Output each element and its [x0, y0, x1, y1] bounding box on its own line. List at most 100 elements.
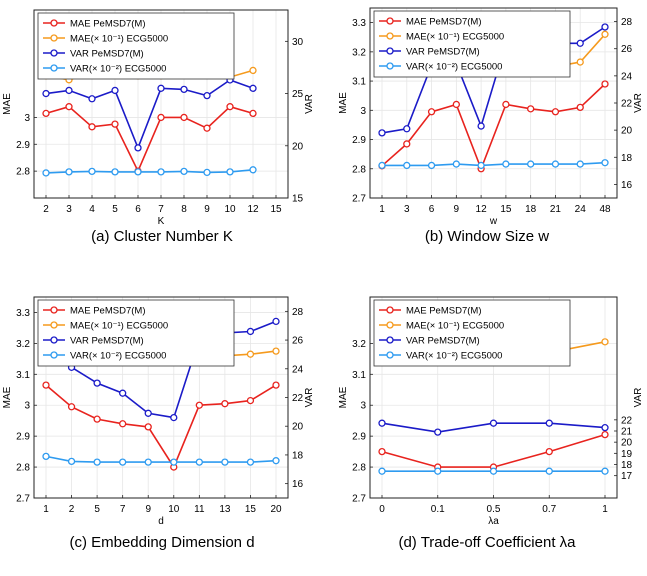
data-point — [88, 123, 96, 131]
y-left-tick-label: 2.9 — [352, 432, 366, 443]
x-tick-label: 12 — [247, 204, 259, 215]
y-right-tick-label: 16 — [621, 180, 633, 191]
series-line — [45, 384, 277, 469]
y-right-tick-label: 20 — [621, 438, 633, 449]
data-point — [434, 467, 442, 475]
data-point — [203, 124, 211, 132]
x-tick-label: 1 — [379, 204, 385, 215]
x-tick-label: 8 — [181, 204, 187, 215]
data-point — [119, 389, 127, 397]
data-point — [489, 419, 498, 427]
caption: (b) Window Size w — [425, 228, 549, 245]
y-left-axis-label: MAE — [2, 386, 13, 408]
legend-swatch-marker — [386, 306, 394, 314]
data-point — [67, 457, 76, 466]
x-tick-label: 3 — [404, 204, 410, 215]
data-point — [203, 91, 211, 100]
y-left-tick-label: 2.7 — [352, 494, 366, 505]
data-point — [545, 447, 553, 456]
x-tick-label: 18 — [525, 204, 537, 215]
y-right-tick-label: 28 — [621, 17, 633, 28]
legend-entry: VAR PeMSD7(M) — [70, 49, 144, 60]
caption: (d) Trade-off Coefficient λa — [398, 534, 576, 551]
data-point — [65, 103, 73, 111]
legend-swatch-marker — [50, 49, 58, 57]
data-point — [249, 66, 257, 75]
x-tick-label: 6 — [429, 204, 435, 215]
series-1 — [378, 80, 609, 173]
y-right-tick-label: 26 — [292, 336, 304, 347]
data-point — [226, 168, 234, 176]
data-point — [378, 161, 386, 170]
data-point — [403, 125, 411, 133]
data-point — [246, 327, 255, 336]
legend-swatch-marker — [386, 351, 394, 359]
y-right-tick-label: 15 — [292, 194, 304, 205]
series-4 — [42, 166, 257, 177]
x-tick-label: 1 — [602, 504, 608, 515]
y-left-tick-label: 3.2 — [16, 339, 30, 350]
legend-swatch-marker — [50, 336, 58, 344]
data-point — [144, 458, 152, 466]
data-point — [93, 379, 101, 387]
y-left-tick-label: 3 — [24, 401, 30, 412]
data-point — [434, 428, 442, 436]
x-tick-label: 0 — [379, 504, 385, 515]
x-tick-label: 12 — [476, 204, 488, 215]
data-point — [42, 109, 50, 118]
legend-entry: MAE PeMSD7(M) — [70, 19, 145, 30]
data-point — [477, 161, 485, 170]
x-tick-label: 4 — [89, 204, 95, 215]
y-left-tick-label: 2.8 — [16, 463, 30, 474]
y-right-tick-label: 20 — [292, 422, 304, 433]
data-point — [195, 458, 203, 466]
data-point — [272, 381, 280, 389]
x-axis-label: d — [158, 516, 164, 527]
legend-entry: VAR PeMSD7(M) — [70, 336, 144, 347]
legend-entry: MAE(× 10⁻¹) ECG5000 — [70, 34, 168, 45]
y-left-tick-label: 2.9 — [16, 140, 30, 151]
legend-swatch-marker — [50, 321, 58, 329]
chart-panel-b: 1 3 6 9 12 15 18 21 24 48 w 2.7 2.8 2.9 3 3.1 3.2 3.3 16 18… — [338, 7, 644, 245]
data-point — [144, 423, 152, 431]
x-tick-label: 6 — [135, 204, 141, 215]
data-point — [65, 168, 73, 176]
data-point — [157, 84, 165, 92]
data-point — [93, 458, 101, 466]
y-left-tick-label: 3 — [360, 401, 366, 412]
x-tick-label: 10 — [224, 204, 236, 215]
data-point — [111, 120, 119, 128]
legend: MAE PeMSD7(M) MAE(× 10⁻¹) ECG5000 VAR PeMS… — [373, 299, 571, 367]
y-right-axis-label: VAR — [304, 94, 315, 114]
legend-entry: VAR(× 10⁻²) ECG5000 — [70, 351, 166, 362]
x-tick-label: 20 — [270, 504, 282, 515]
series-1 — [42, 103, 257, 175]
y-right-axis-label: VAR — [633, 93, 644, 113]
y-left-tick-label: 3 — [360, 106, 366, 117]
data-point — [378, 419, 386, 427]
x-tick-label: 9 — [454, 204, 460, 215]
y-left-tick-label: 2.7 — [16, 494, 30, 505]
data-point — [378, 129, 386, 137]
legend-box — [37, 12, 235, 80]
data-point — [601, 80, 609, 88]
chart-panel-d: 0 0.1 0.5 0.7 1 λa 2.7 2.8 2.9 3 3.1 3.2 17181920212… — [338, 296, 644, 551]
legend-box — [37, 299, 235, 367]
y-right-tick-label: 22 — [621, 415, 633, 426]
x-tick-label: 7 — [120, 504, 126, 515]
x-tick-label: 0.7 — [542, 504, 556, 515]
data-point — [489, 467, 498, 475]
y-left-tick-label: 3.3 — [16, 308, 30, 319]
data-point — [119, 458, 127, 466]
series-line — [45, 105, 254, 174]
x-tick-label: 1 — [43, 504, 49, 515]
data-point — [119, 420, 127, 428]
data-point — [144, 409, 152, 417]
data-point — [157, 113, 165, 122]
chart-panel-a: 2 3 4 5 6 7 8 9 10 12 15 K 2.8 2.9 3 15 20 25 30 MAE VAR MAE … — [2, 9, 315, 245]
y-left-tick-label: 3.1 — [352, 77, 366, 88]
data-point — [452, 100, 460, 109]
data-point — [42, 381, 50, 389]
y-right-tick-label: 25 — [292, 89, 304, 100]
data-point — [427, 108, 436, 116]
